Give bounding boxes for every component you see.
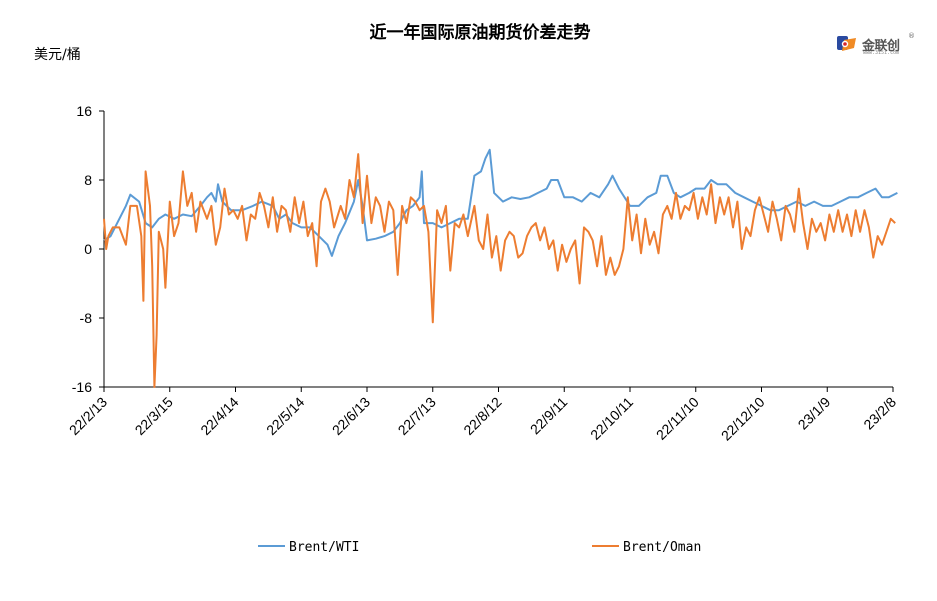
- series-line-brent-wti: [103, 148, 898, 257]
- x-tick-label: 22/5/14: [263, 394, 307, 438]
- x-tick-label: 23/2/8: [860, 394, 899, 433]
- series-line-brent-oman: [103, 153, 896, 388]
- logo-registered-mark: ®: [908, 32, 915, 40]
- chart-title: 近一年国际原油期货价差走势: [369, 23, 591, 43]
- x-tick-label: 22/12/10: [718, 394, 768, 444]
- x-tick-label: 22/7/13: [395, 394, 439, 438]
- y-tick-label: 0: [84, 241, 92, 257]
- x-tick-label: 22/10/11: [587, 394, 636, 443]
- y-tick-label: -16: [72, 379, 92, 395]
- chart-axes: -16 -8 0 8 16 22/2/13 22/3/15 22/4/14 22/5/14 22/…: [66, 103, 899, 444]
- legend-label-brent-oman: Brent/Oman: [623, 540, 701, 555]
- logo-text: 金联创: [862, 39, 900, 54]
- legend-label-brent-wti: Brent/WTI: [289, 540, 359, 555]
- logo-mark-icon: [837, 36, 856, 51]
- jinlianchuang-logo: 金联创 www.315i.com ®: [836, 32, 916, 56]
- x-tick-label: 22/3/15: [132, 394, 176, 438]
- logo-subtext: www.315i.com: [863, 50, 900, 56]
- x-tick-label: 22/9/11: [527, 394, 571, 438]
- y-tick-label: 16: [76, 103, 92, 119]
- x-tick-label: 22/4/14: [197, 394, 241, 438]
- x-tick-label: 22/6/13: [329, 394, 373, 438]
- x-tick-label: 22/8/12: [460, 394, 504, 438]
- x-tick-label: 23/1/9: [795, 394, 834, 433]
- series-layer: [103, 148, 898, 388]
- y-tick-label: -8: [80, 310, 93, 326]
- x-tick-label: 22/2/13: [66, 394, 110, 438]
- chart-legend: Brent/WTI Brent/Oman: [258, 540, 701, 555]
- y-axis-unit-label: 美元/桶: [34, 47, 81, 63]
- x-tick-label: 22/11/10: [653, 394, 702, 443]
- y-tick-label: 8: [84, 172, 92, 188]
